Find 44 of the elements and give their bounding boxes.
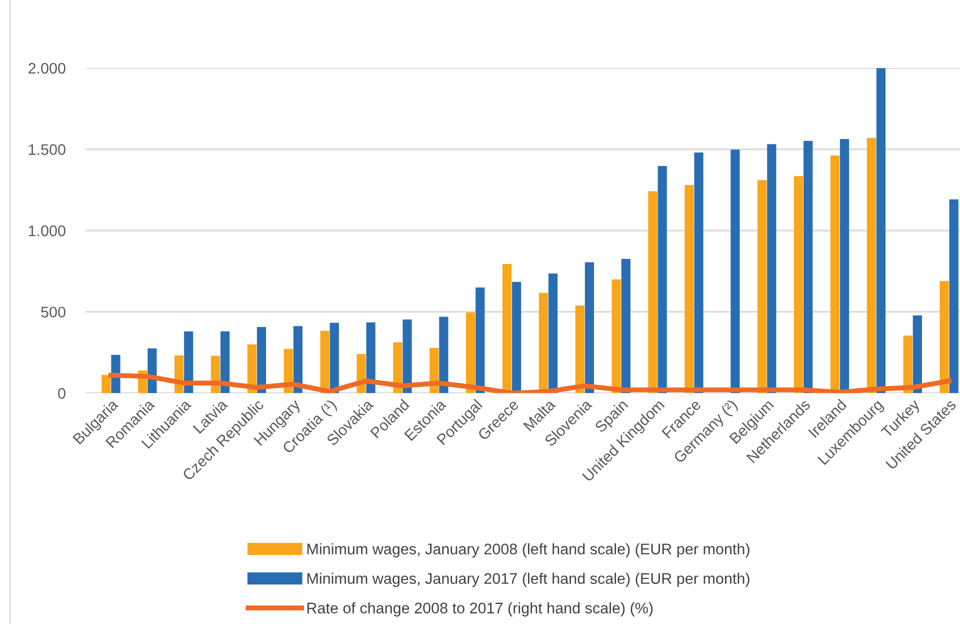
bar — [658, 166, 667, 394]
bar — [548, 273, 558, 394]
bar — [621, 258, 630, 394]
legend-label: Minimum wages, January 2008 (left hand scale) (EUR per month) — [307, 543, 750, 558]
bar — [402, 319, 412, 394]
bar — [767, 144, 776, 394]
bar — [876, 68, 886, 394]
bar — [466, 312, 476, 394]
bar — [866, 138, 876, 394]
bar — [320, 330, 330, 394]
bar — [220, 331, 230, 394]
bar — [612, 279, 621, 394]
bar — [575, 306, 584, 394]
legend-label: Minimum wages, January 2017 (left hand scale) (EUR per month) — [307, 572, 750, 587]
bar — [293, 326, 302, 394]
line-series — [108, 372, 952, 394]
bar — [758, 180, 767, 394]
bar — [476, 287, 485, 394]
bar — [694, 152, 704, 394]
bar — [184, 331, 194, 394]
bar — [366, 322, 376, 394]
bar — [949, 199, 958, 394]
y-tick-label: 2.000 — [28, 62, 66, 74]
y-tick-label: 0 — [58, 388, 66, 399]
bar — [940, 280, 949, 394]
bar — [502, 264, 512, 394]
bar — [439, 316, 448, 394]
y-tick-label: 1.000 — [28, 225, 66, 236]
bar — [393, 342, 402, 394]
bar — [330, 322, 339, 394]
bar — [102, 374, 111, 394]
bar — [584, 262, 594, 394]
bar — [804, 140, 813, 394]
bar — [648, 191, 658, 394]
bar — [730, 150, 740, 394]
bar — [794, 176, 804, 394]
bar — [912, 315, 922, 394]
bar — [684, 185, 694, 394]
bar — [512, 282, 522, 394]
bar — [903, 336, 912, 394]
y-tick-label: 500 — [41, 306, 66, 318]
y-tick-label: 1.500 — [28, 144, 66, 155]
bar — [256, 326, 266, 394]
legend-label: Rate of change 2008 to 2017 (right hand scale) (%) — [307, 602, 653, 616]
